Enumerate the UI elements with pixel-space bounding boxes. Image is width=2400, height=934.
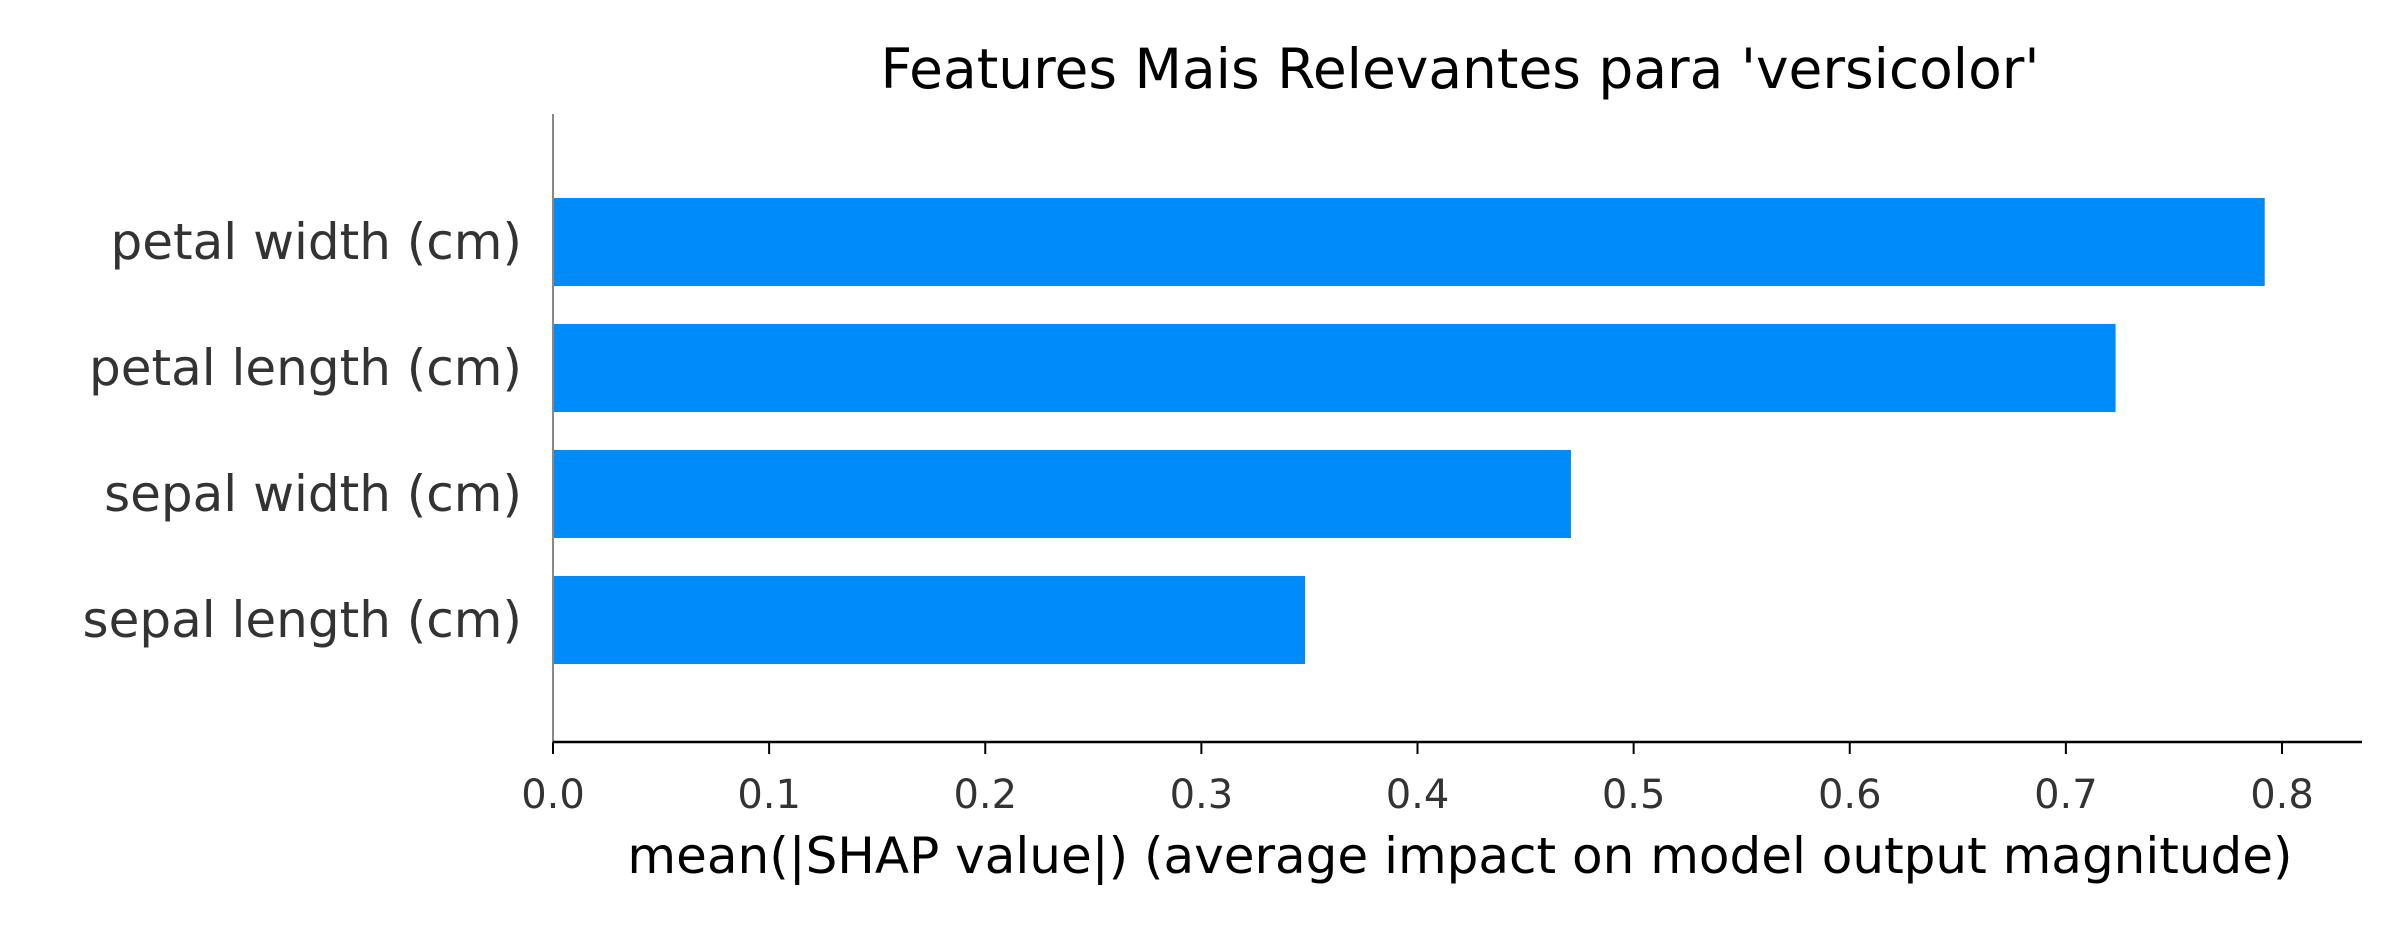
x-tick-label-3: 0.3: [1170, 772, 1234, 818]
x-tick-label-4: 0.4: [1386, 772, 1450, 818]
x-tick-label-2: 0.2: [953, 772, 1017, 818]
x-tick-label-6: 0.6: [1818, 772, 1882, 818]
x-tick-label-0: 0.0: [521, 772, 585, 818]
bar-1: [553, 324, 2116, 412]
x-tick-label-5: 0.5: [1602, 772, 1666, 818]
bar-3: [553, 576, 1306, 664]
bar-2: [553, 450, 1571, 538]
bars-group: [553, 198, 2265, 664]
x-axis-ticks: 0.0 0.1 0.2 0.3 0.4 0.5 0.6 0.7 0.8: [521, 742, 2314, 818]
category-label-3: sepal length (cm): [83, 591, 522, 649]
x-axis-label: mean(|SHAP value|) (average impact on mo…: [627, 827, 2292, 885]
category-labels: petal width (cm) petal length (cm) sepal w…: [83, 213, 522, 649]
category-label-0: petal width (cm): [111, 213, 522, 271]
category-label-2: sepal width (cm): [104, 465, 522, 523]
x-tick-label-7: 0.7: [2034, 772, 2098, 818]
chart-title: Features Mais Relevantes para 'versicolo…: [881, 37, 2040, 101]
bar-0: [553, 198, 2265, 286]
category-label-1: petal length (cm): [89, 339, 522, 397]
x-tick-label-8: 0.8: [2250, 772, 2314, 818]
x-tick-label-1: 0.1: [737, 772, 801, 818]
